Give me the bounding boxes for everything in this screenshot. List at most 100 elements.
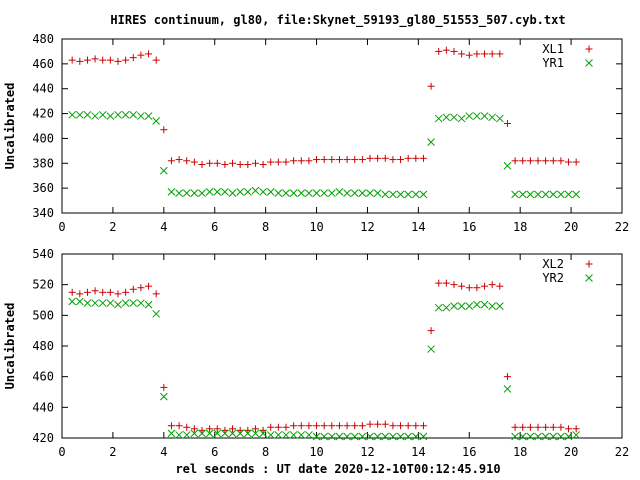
data-point [83,299,92,307]
data-point [458,50,466,58]
data-point [518,190,527,199]
data-point [137,299,145,307]
data-point [259,426,267,434]
y-tick-label: 440 [32,400,54,414]
data-point [411,432,420,441]
x-tick-label: 8 [262,445,269,459]
data-point [564,190,573,199]
data-point [404,190,413,199]
data-point [76,290,84,298]
x-axis-label: rel seconds : UT date 2020-12-10T00:12:4… [175,462,500,476]
data-point [175,156,183,164]
data-point [465,284,473,292]
data-point [519,423,527,431]
x-tick-label: 14 [411,220,425,234]
data-point [381,420,389,428]
x-tick-label: 12 [360,445,374,459]
data-point [159,166,168,175]
x-tick-label: 14 [411,445,425,459]
data-point [503,373,511,381]
data-point [198,189,206,197]
data-point [152,290,160,298]
data-point [68,56,76,64]
data-point [175,431,183,439]
data-point [480,300,489,309]
data-point [442,279,450,287]
data-point [549,157,557,165]
data-point [526,432,535,441]
plot-frame [61,38,623,214]
data-point [549,423,557,431]
data-point [297,189,306,197]
data-point [290,422,298,430]
data-point [106,299,115,307]
data-point [495,114,504,123]
data-point [145,282,153,290]
data-point [144,300,153,309]
data-point [183,423,191,431]
data-point [542,157,550,165]
data-point [488,113,497,122]
y-tick-label: 440 [32,82,54,96]
data-point [137,112,145,120]
data-point [244,426,252,434]
data-point [450,113,458,122]
data-point [243,429,252,438]
legend-marker [585,59,593,67]
data-point [236,429,245,438]
data-point [366,154,374,162]
y-tick-label: 480 [32,339,54,353]
data-point [358,422,366,430]
legend-marker [585,45,593,53]
data-point [534,423,542,431]
data-point [114,290,122,298]
legend-label: XL2 [542,257,564,271]
data-point [381,190,390,199]
data-point [98,299,107,307]
data-point [213,429,222,438]
data-point [481,282,489,290]
data-point [511,157,519,165]
x-tick-label: 22 [615,445,629,459]
data-point [397,156,405,164]
data-point [83,288,91,296]
data-point [404,154,412,162]
data-point [511,190,519,199]
data-point [206,159,214,167]
data-point [427,138,435,147]
data-point [389,156,397,164]
data-point [373,432,382,441]
data-point [450,281,458,289]
data-point [381,154,389,162]
data-point [229,159,237,167]
data-point [373,189,382,197]
data-point [198,426,206,434]
data-point [366,432,374,441]
data-point [366,420,374,428]
data-point [121,110,130,119]
x-tick-label: 2 [109,220,116,234]
data-point [91,287,99,295]
data-point [427,327,435,335]
data-point [91,299,99,307]
data-point [450,302,458,310]
data-point [221,188,229,196]
data-point [159,392,168,401]
data-point [457,114,466,123]
data-point [480,112,489,120]
data-point [495,302,504,310]
data-point [282,431,290,439]
data-point [335,432,344,441]
legend-label: YR2 [542,271,564,285]
data-point [190,425,198,433]
data-point [244,161,252,169]
data-point [144,112,153,120]
y-tick-label: 380 [32,156,54,170]
data-point [496,282,504,290]
data-point [343,422,351,430]
data-point [572,190,581,199]
data-point [327,189,336,197]
data-point [488,302,497,310]
data-point [190,429,199,438]
data-point [259,429,267,438]
